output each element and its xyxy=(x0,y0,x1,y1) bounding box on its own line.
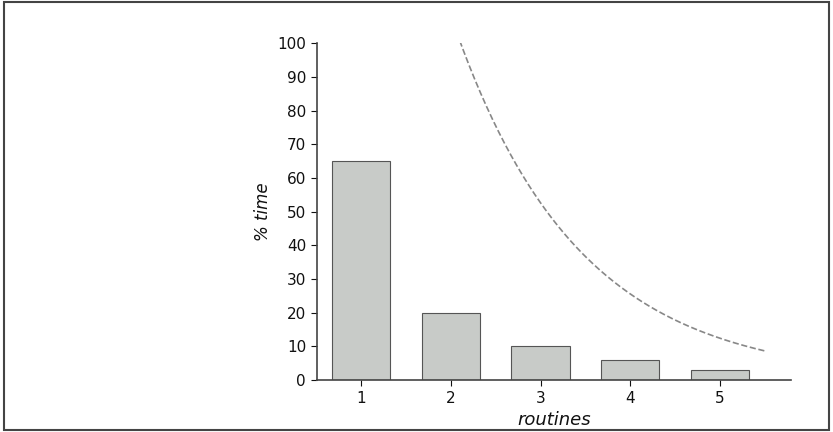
Y-axis label: % time: % time xyxy=(254,182,272,241)
Bar xyxy=(332,161,391,380)
X-axis label: routines: routines xyxy=(517,411,591,429)
Bar xyxy=(601,360,659,380)
Bar xyxy=(421,313,480,380)
Bar xyxy=(511,346,570,380)
Bar xyxy=(691,370,749,380)
